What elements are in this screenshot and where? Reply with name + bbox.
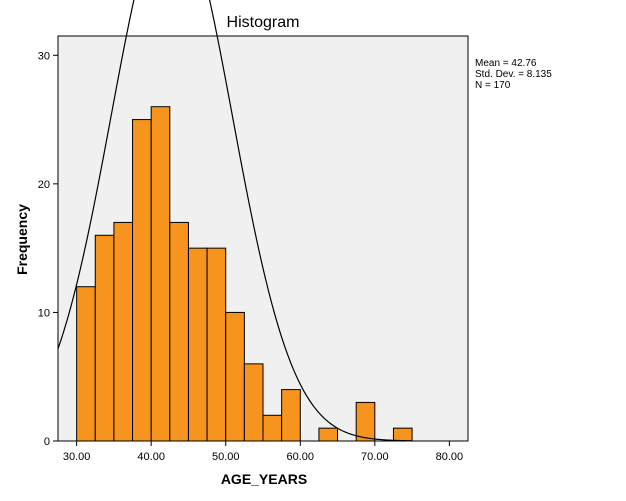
stats-line-0: Mean = 42.76 <box>475 58 537 69</box>
y-tick-label-0: 0 <box>44 436 50 448</box>
x-tick-label-1: 40.00 <box>137 451 165 463</box>
bar-17 <box>392 427 413 442</box>
bar-3 <box>132 119 152 442</box>
x-tick-label-0: 30.00 <box>63 451 91 463</box>
bar-15 <box>355 401 376 442</box>
bar-10 <box>262 414 283 442</box>
y-axis-title: Frequency <box>14 204 30 275</box>
y-tick-label-2: 20 <box>38 179 50 191</box>
y-axis: 0 10 20 30 <box>38 50 58 448</box>
y-tick-label-1: 10 <box>38 307 50 319</box>
y-tick-label-3: 30 <box>38 50 50 62</box>
bar-4 <box>150 106 171 442</box>
normal-curve <box>57 0 413 442</box>
bar-6 <box>187 247 208 442</box>
bar-0 <box>76 286 96 442</box>
x-tick-label-3: 60.00 <box>287 451 315 463</box>
x-axis-title: AGE_YEARS <box>221 471 307 487</box>
bar-2 <box>113 221 134 442</box>
bar-13 <box>318 427 339 442</box>
bar-7 <box>206 247 227 442</box>
bar-8 <box>225 311 245 442</box>
x-tick-label-4: 70.00 <box>361 451 389 463</box>
bar-5 <box>169 221 189 442</box>
x-tick-label-5: 80.00 <box>436 451 464 463</box>
bars-group <box>76 106 413 442</box>
bar-1 <box>94 234 115 442</box>
x-tick-label-2: 50.00 <box>212 451 240 463</box>
bar-9 <box>243 363 264 442</box>
bar-11 <box>281 389 301 442</box>
chart-title: Histogram <box>227 14 300 31</box>
x-axis: 30.00 40.00 50.00 60.00 70.00 80.00 <box>63 441 463 463</box>
stats-line-1: Std. Dev. = 8.135 <box>475 69 552 80</box>
stats-line-2: N = 170 <box>475 80 511 91</box>
